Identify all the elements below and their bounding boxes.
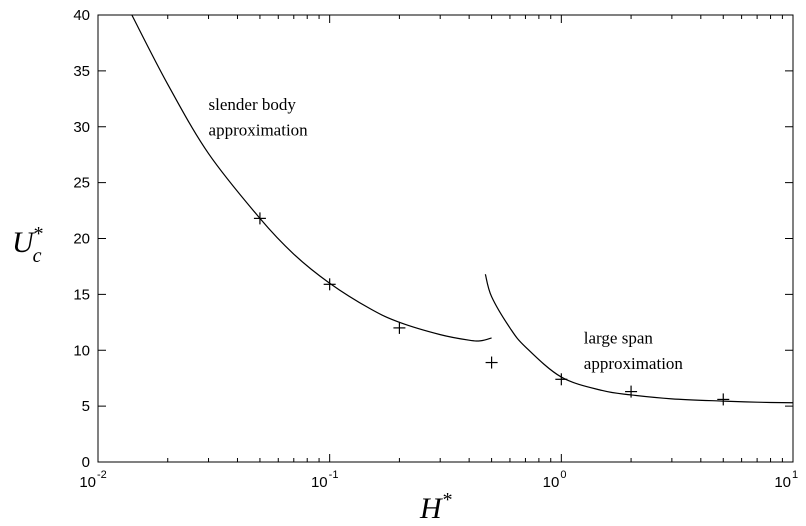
plus-marker xyxy=(253,212,266,225)
y-axis-label: U* c xyxy=(12,223,43,267)
y-tick-labels: 0 5 10 15 20 25 30 35 40 xyxy=(73,7,90,471)
curve-0 xyxy=(131,14,492,342)
x-tick-exponent: 0 xyxy=(560,469,566,481)
y-tick-label: 0 xyxy=(82,454,90,471)
annotations: slender body approximation large span appro… xyxy=(209,95,684,373)
x-tick-label: 10 xyxy=(311,474,328,491)
x-tick-exponent: 1 xyxy=(792,469,798,481)
curve-1 xyxy=(484,274,794,404)
x-tick-labels: 10 -2 10 -1 10 0 10 1 xyxy=(79,469,798,491)
plus-marker xyxy=(625,385,638,398)
annotation-text: slender body xyxy=(209,95,297,114)
annotation-text: approximation xyxy=(584,354,684,373)
y-tick-label: 15 xyxy=(73,286,90,303)
plus-marker xyxy=(555,373,568,386)
x-tick-label: 10 xyxy=(774,474,791,491)
plus-marker xyxy=(393,321,406,334)
y-tick-label: 10 xyxy=(73,342,90,359)
plus-marker xyxy=(717,393,730,406)
y-tick-label: 40 xyxy=(73,7,90,24)
y-tick-label: 5 xyxy=(82,398,90,415)
y-tick-label: 25 xyxy=(73,175,90,192)
plot-frame xyxy=(97,14,794,463)
x-axis-label: H* xyxy=(419,489,452,525)
x-tick-label: 10 xyxy=(543,474,560,491)
plus-marker xyxy=(323,278,336,291)
x-tick-exponent: -2 xyxy=(97,469,107,481)
y-tick-label: 30 xyxy=(73,119,90,136)
major-ticks xyxy=(97,14,794,463)
annotation-text: approximation xyxy=(209,121,309,140)
data-markers xyxy=(253,212,730,406)
x-tick-label: 10 xyxy=(79,474,96,491)
y-tick-label: 35 xyxy=(73,63,90,80)
minor-ticks xyxy=(167,15,783,462)
x-tick-exponent: -1 xyxy=(329,469,339,481)
annotation-text: large span xyxy=(584,329,654,348)
curves xyxy=(131,14,794,404)
plus-marker xyxy=(485,356,498,369)
y-tick-label: 20 xyxy=(73,231,90,248)
